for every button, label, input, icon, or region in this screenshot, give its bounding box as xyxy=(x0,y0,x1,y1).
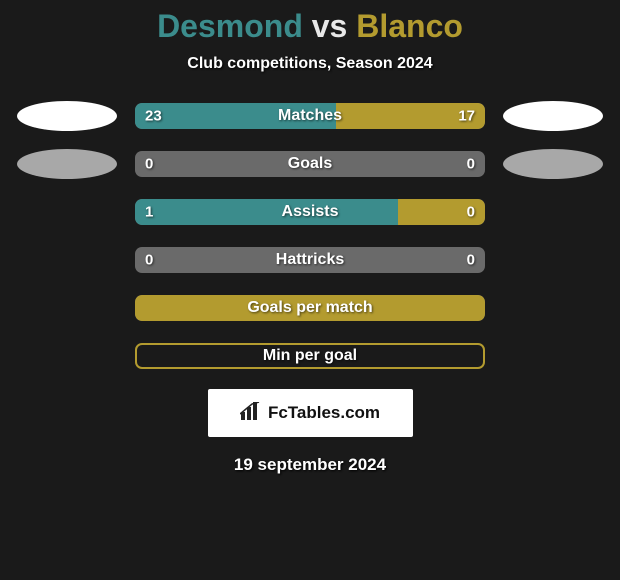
stat-label: Goals xyxy=(288,155,332,173)
stat-value-right: 0 xyxy=(467,252,475,269)
bars-container: 23 17 Matches 0 0 Goals 1 0 Assists 0 0 Hattricks Go… xyxy=(0,101,620,371)
page-title: Desmond vs Blanco xyxy=(0,8,620,45)
title-player2: Blanco xyxy=(356,8,463,44)
stat-row: 0 0 Goals xyxy=(0,149,620,179)
brand-badge: FcTables.com xyxy=(208,389,413,437)
stat-value-right: 0 xyxy=(467,204,475,221)
stat-label: Min per goal xyxy=(263,347,357,365)
bar-fill-left xyxy=(135,199,398,225)
stat-bar: 0 0 Hattricks xyxy=(135,247,485,273)
stat-value-left: 0 xyxy=(145,252,153,269)
stat-row: 23 17 Matches xyxy=(0,101,620,131)
avatar-spacer xyxy=(503,245,603,275)
avatar-spacer xyxy=(503,197,603,227)
brand-text: FcTables.com xyxy=(268,403,380,423)
stat-value-right: 0 xyxy=(467,156,475,173)
avatar-player1-alt xyxy=(17,149,117,179)
chart-icon xyxy=(240,402,262,425)
stat-bar-outline: Min per goal xyxy=(135,343,485,369)
avatar-spacer xyxy=(17,197,117,227)
stat-label: Matches xyxy=(278,107,342,125)
stat-row: 0 0 Hattricks xyxy=(0,245,620,275)
avatar-spacer xyxy=(17,245,117,275)
stat-bar: 0 0 Goals xyxy=(135,151,485,177)
stat-label: Goals per match xyxy=(247,299,372,317)
stat-label: Hattricks xyxy=(276,251,344,269)
title-vs: vs xyxy=(312,8,348,44)
stats-card: Desmond vs Blanco Club competitions, Sea… xyxy=(0,0,620,475)
title-player1: Desmond xyxy=(157,8,303,44)
stat-row: 1 0 Assists xyxy=(0,197,620,227)
avatar-spacer xyxy=(17,293,117,323)
stat-row: Min per goal xyxy=(0,341,620,371)
subtitle: Club competitions, Season 2024 xyxy=(0,55,620,73)
stat-value-left: 1 xyxy=(145,204,153,221)
stat-row: Goals per match xyxy=(0,293,620,323)
avatar-player2 xyxy=(503,101,603,131)
avatar-player2-alt xyxy=(503,149,603,179)
avatar-spacer xyxy=(17,341,117,371)
stat-value-left: 23 xyxy=(145,108,162,125)
stat-bar: 23 17 Matches xyxy=(135,103,485,129)
stat-value-left: 0 xyxy=(145,156,153,173)
avatar-spacer xyxy=(503,341,603,371)
date-text: 19 september 2024 xyxy=(0,455,620,475)
stat-label: Assists xyxy=(282,203,339,221)
avatar-spacer xyxy=(503,293,603,323)
stat-bar: 1 0 Assists xyxy=(135,199,485,225)
stat-value-right: 17 xyxy=(458,108,475,125)
stat-bar: Goals per match xyxy=(135,295,485,321)
avatar-player1 xyxy=(17,101,117,131)
